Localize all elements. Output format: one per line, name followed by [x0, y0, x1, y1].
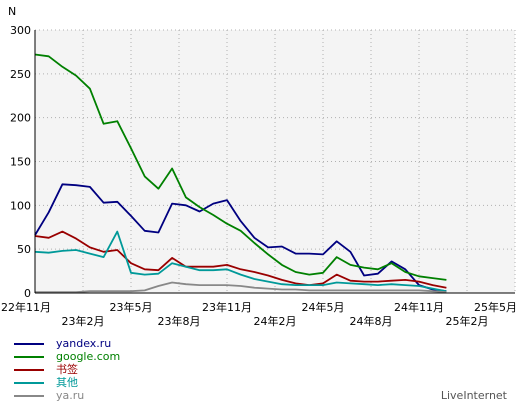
x-tick-label: 22年11月 [1, 300, 51, 314]
credit-text: LiveInternet [440, 389, 507, 402]
x-tick-label: 24年2月 [254, 314, 297, 328]
y-tick-label: 250 [10, 68, 31, 81]
x-tick-label: 24年11月 [394, 300, 444, 314]
x-tick-labels: 22年11月 23年5月 23年11月 24年5月 24年11月 25年5月 23年2月 23… [1, 300, 517, 328]
y-tick-label: 100 [10, 199, 31, 212]
legend-swatch [14, 381, 44, 384]
x-tick-label: 23年8月 [158, 314, 201, 328]
legend-swatch [14, 394, 44, 397]
y-tick-label: 50 [17, 243, 31, 256]
legend-label: 其他 [56, 376, 78, 389]
series-line-4 [35, 281, 447, 294]
legend-item-0: yandex.ru [14, 337, 120, 350]
legend-swatch [14, 342, 44, 345]
y-tick-labels: 0 50 100 150 200 250 300 [10, 24, 31, 300]
y-axis-label: N [8, 5, 16, 18]
y-tick-label: 150 [10, 156, 31, 169]
legend-swatch [14, 355, 44, 358]
y-tick-label: 0 [24, 287, 31, 300]
x-tick-label: 25年2月 [446, 314, 489, 328]
x-tick-label: 24年5月 [302, 300, 345, 314]
x-tick-label: 23年2月 [62, 314, 105, 328]
legend-item-4: ya.ru [14, 389, 120, 402]
axes [34, 30, 515, 294]
series-lines [34, 53, 447, 294]
legend: yandex.ru google.com 书签 其他 ya.ru [14, 337, 120, 402]
y-tick-label: 300 [10, 24, 31, 37]
legend-label: google.com [56, 350, 121, 363]
grid-lines [35, 29, 516, 293]
series-line-1 [34, 53, 447, 281]
legend-swatch [14, 368, 44, 371]
series-line-3 [34, 230, 447, 293]
legend-label: ya.ru [56, 389, 85, 402]
series-line-0 [34, 183, 447, 293]
y-tick-label: 200 [10, 112, 31, 125]
series-line-2 [34, 230, 447, 289]
x-tick-label: 23年11月 [202, 300, 252, 314]
x-tick-label: 24年8月 [350, 314, 393, 328]
legend-item-1: google.com [14, 350, 120, 363]
legend-item-3: 其他 [14, 376, 120, 389]
x-tick-label: 25年5月 [474, 300, 517, 314]
x-tick-label: 23年5月 [110, 300, 153, 314]
legend-label: 书签 [56, 363, 78, 376]
legend-label: yandex.ru [56, 337, 112, 350]
legend-item-2: 书签 [14, 363, 120, 376]
